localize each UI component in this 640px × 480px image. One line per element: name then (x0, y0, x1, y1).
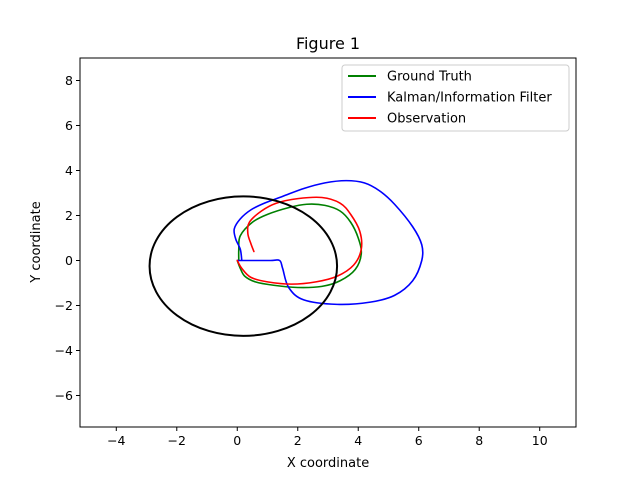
series-line-kalman-information-filter (233, 179, 424, 306)
y-axis-label: Y coordinate (29, 201, 44, 283)
x-tick-label: −2 (168, 433, 186, 448)
plot-area (148, 179, 424, 337)
x-axis-label: X coordinate (287, 456, 369, 471)
legend-label-observation: Observation (387, 112, 466, 127)
legend-box (341, 64, 570, 132)
x-tick-label: 0 (233, 433, 241, 448)
x-tick-label: 10 (532, 433, 548, 448)
covariance-circle (148, 195, 339, 337)
tick-marks: −4 −2 0 2 4 6 8 10 −6 −4 −2 0 2 4 6 8 (55, 73, 548, 448)
series-line-ground-truth (236, 203, 363, 289)
y-tick-label: −2 (55, 298, 73, 313)
axes-frame (79, 57, 577, 428)
chart-title: Figure 1 (296, 34, 360, 53)
y-tick-label: −6 (55, 388, 73, 403)
y-tick-label: −4 (55, 343, 73, 358)
legend-label-kalman-information-filter: Kalman/Information Filter (387, 91, 552, 106)
legend-label-ground-truth: Ground Truth (387, 70, 472, 85)
x-tick-label: 2 (294, 433, 302, 448)
legend: Ground Truth Kalman/Information Filter Obs… (341, 64, 570, 132)
y-tick-label: 6 (65, 118, 73, 133)
x-tick-label: 6 (415, 433, 423, 448)
y-tick-label: 4 (65, 163, 73, 178)
x-tick-label: 4 (354, 433, 362, 448)
y-tick-label: 2 (65, 208, 73, 223)
x-tick-label: 8 (475, 433, 483, 448)
y-tick-label: 0 (65, 253, 73, 268)
x-tick-label: −4 (107, 433, 125, 448)
y-tick-label: 8 (65, 73, 73, 88)
series-line-observation (236, 196, 363, 285)
